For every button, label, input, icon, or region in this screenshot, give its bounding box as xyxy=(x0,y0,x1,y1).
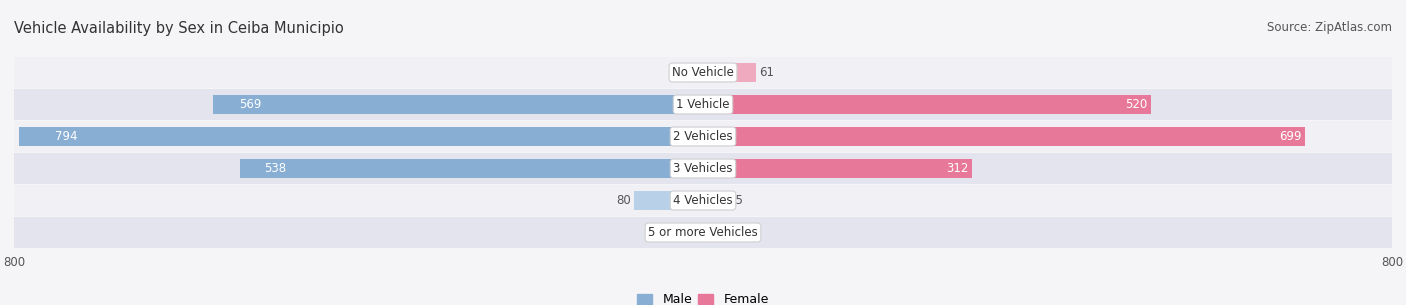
Bar xyxy=(14,153,1392,184)
Text: 794: 794 xyxy=(55,130,77,143)
Text: 520: 520 xyxy=(1125,98,1147,111)
Bar xyxy=(239,159,703,178)
Bar xyxy=(634,191,703,210)
Bar xyxy=(703,63,755,82)
Bar xyxy=(703,223,718,242)
Text: 61: 61 xyxy=(759,66,773,79)
Bar xyxy=(703,191,724,210)
Text: 1 Vehicle: 1 Vehicle xyxy=(676,98,730,111)
Bar xyxy=(703,159,972,178)
Bar xyxy=(686,63,703,82)
Text: 2 Vehicles: 2 Vehicles xyxy=(673,130,733,143)
Bar xyxy=(212,95,703,114)
Text: 699: 699 xyxy=(1279,130,1302,143)
Bar xyxy=(686,223,703,242)
Bar xyxy=(703,127,1305,146)
Bar xyxy=(14,185,1392,216)
Bar xyxy=(20,127,703,146)
Text: 4 Vehicles: 4 Vehicles xyxy=(673,194,733,207)
Text: Source: ZipAtlas.com: Source: ZipAtlas.com xyxy=(1267,21,1392,34)
Bar xyxy=(14,217,1392,248)
Bar xyxy=(14,57,1392,88)
Bar xyxy=(14,121,1392,152)
Text: 20: 20 xyxy=(668,226,682,239)
Bar xyxy=(14,89,1392,120)
Text: Vehicle Availability by Sex in Ceiba Municipio: Vehicle Availability by Sex in Ceiba Mun… xyxy=(14,21,344,36)
Text: No Vehicle: No Vehicle xyxy=(672,66,734,79)
Text: 5 or more Vehicles: 5 or more Vehicles xyxy=(648,226,758,239)
Legend: Male, Female: Male, Female xyxy=(637,293,769,305)
Text: 80: 80 xyxy=(616,194,631,207)
Text: 3 Vehicles: 3 Vehicles xyxy=(673,162,733,175)
Text: 538: 538 xyxy=(264,162,287,175)
Text: 19: 19 xyxy=(668,66,683,79)
Bar xyxy=(703,95,1152,114)
Text: 312: 312 xyxy=(946,162,969,175)
Text: 569: 569 xyxy=(239,98,262,111)
Text: 18: 18 xyxy=(721,226,737,239)
Text: 25: 25 xyxy=(728,194,742,207)
